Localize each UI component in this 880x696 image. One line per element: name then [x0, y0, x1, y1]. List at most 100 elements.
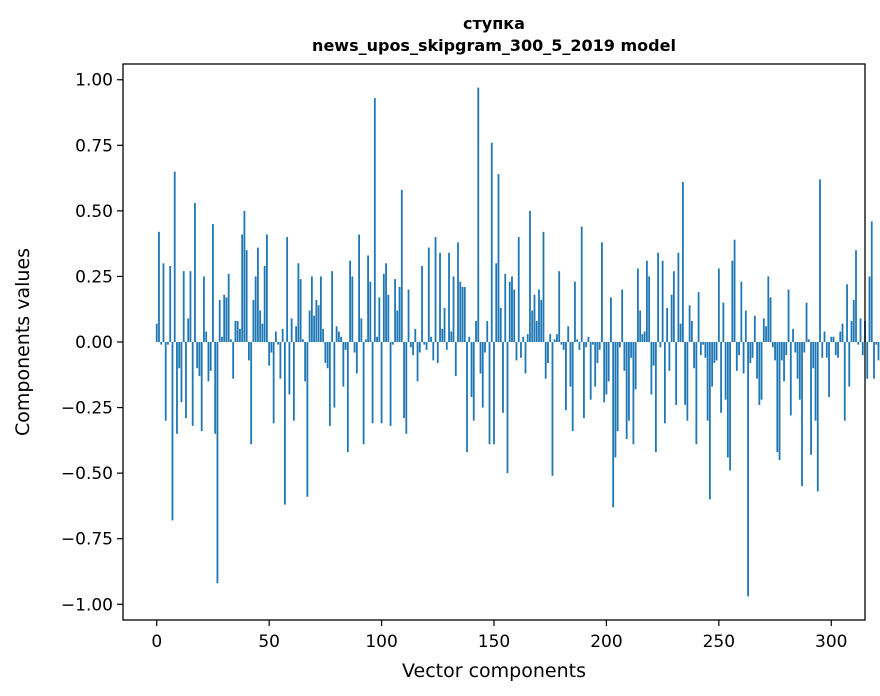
bar-195	[594, 342, 597, 387]
y-axis-label: Components values	[12, 248, 34, 436]
bar-69	[310, 276, 313, 342]
bar-273	[769, 297, 772, 342]
bar-239	[693, 342, 696, 369]
bar-93	[364, 339, 367, 342]
bar-118	[421, 265, 423, 342]
bar-45	[257, 247, 259, 342]
bar-261	[742, 342, 745, 374]
bar-47	[261, 323, 264, 342]
bar-123	[432, 342, 435, 361]
bar-267	[756, 342, 758, 379]
bar-63	[297, 263, 300, 342]
bar-206	[619, 342, 621, 348]
bar-61	[292, 342, 295, 421]
y-tick-label: 1.00	[75, 71, 113, 91]
bar-57	[283, 342, 286, 505]
bar-76	[326, 342, 329, 369]
bar-302	[834, 342, 837, 356]
bar-115	[414, 328, 417, 342]
bar-160	[515, 342, 518, 361]
bar-148	[488, 342, 491, 445]
bar-133	[454, 342, 457, 377]
bar-78	[331, 271, 334, 342]
bar-306	[843, 342, 846, 421]
bar-52	[272, 342, 275, 424]
bar-75	[324, 342, 327, 363]
bar-286	[798, 342, 801, 400]
bar-237	[688, 305, 691, 342]
bar-258	[735, 342, 738, 371]
bar-291	[810, 342, 812, 455]
bar-321	[877, 342, 880, 361]
bar-314	[861, 342, 864, 356]
bar-98	[376, 336, 378, 342]
bar-309	[850, 321, 853, 342]
bar-85	[346, 342, 349, 453]
bar-201	[607, 342, 610, 382]
bar-66	[304, 342, 307, 382]
bar-8	[173, 171, 176, 342]
bar-244	[704, 342, 707, 358]
bar-269	[760, 342, 763, 400]
bar-255	[729, 342, 731, 471]
bar-19	[198, 342, 201, 377]
bar-175	[549, 334, 552, 342]
bar-212	[632, 342, 635, 445]
bar-220	[650, 342, 653, 395]
bar-82	[340, 336, 343, 342]
bar-249	[715, 342, 718, 361]
bar-158	[511, 276, 513, 342]
bar-166	[529, 210, 531, 342]
bar-91	[360, 318, 363, 342]
bar-199	[603, 342, 606, 403]
bar-55	[279, 342, 282, 379]
bar-198	[601, 242, 603, 342]
bar-232	[677, 252, 680, 342]
bar-285	[796, 342, 799, 379]
bar-260	[740, 281, 743, 342]
x-tick-label: 250	[703, 632, 735, 652]
bar-50	[268, 342, 271, 366]
bar-193	[589, 342, 592, 400]
bar-83	[342, 342, 345, 387]
bar-277	[778, 342, 781, 461]
bar-28	[218, 300, 221, 342]
bar-182	[565, 342, 567, 411]
bar-246	[708, 342, 711, 500]
bar-113	[409, 342, 412, 348]
bar-25	[212, 223, 214, 342]
x-tick-label: 200	[590, 632, 622, 652]
bar-214	[637, 268, 639, 342]
bar-251	[720, 342, 722, 413]
bar-164	[524, 342, 527, 374]
bar-80	[335, 326, 338, 342]
bar-36	[236, 321, 239, 342]
bar-68	[308, 310, 311, 342]
bar-54	[277, 342, 280, 345]
bar-228	[668, 342, 671, 371]
y-axis-ticks: 1.00 0.75 0.50 0.25 0.00 −0.25 −0.50 −0.75 −1.00	[61, 71, 123, 615]
bar-191	[585, 342, 588, 348]
bar-26	[214, 342, 217, 434]
bar-320	[875, 342, 878, 345]
bar-161	[517, 237, 520, 342]
bar-243	[702, 342, 705, 345]
bar-317	[868, 276, 871, 342]
bar-297	[823, 331, 826, 342]
bar-24	[209, 342, 212, 371]
bar-221	[652, 342, 655, 366]
bar-147	[486, 321, 489, 342]
bar-53	[274, 331, 277, 342]
bar-151	[495, 263, 498, 342]
bar-119	[423, 342, 426, 345]
bar-209	[625, 342, 628, 440]
bar-167	[531, 310, 534, 342]
bar-41	[248, 342, 250, 361]
bar-74	[322, 328, 325, 342]
bar-43	[252, 300, 255, 342]
chart-title-line2: news_upos_skipgram_300_5_2019 model	[312, 36, 676, 55]
bar-290	[807, 339, 810, 342]
bar-60	[290, 318, 293, 342]
bar-271	[765, 326, 767, 342]
